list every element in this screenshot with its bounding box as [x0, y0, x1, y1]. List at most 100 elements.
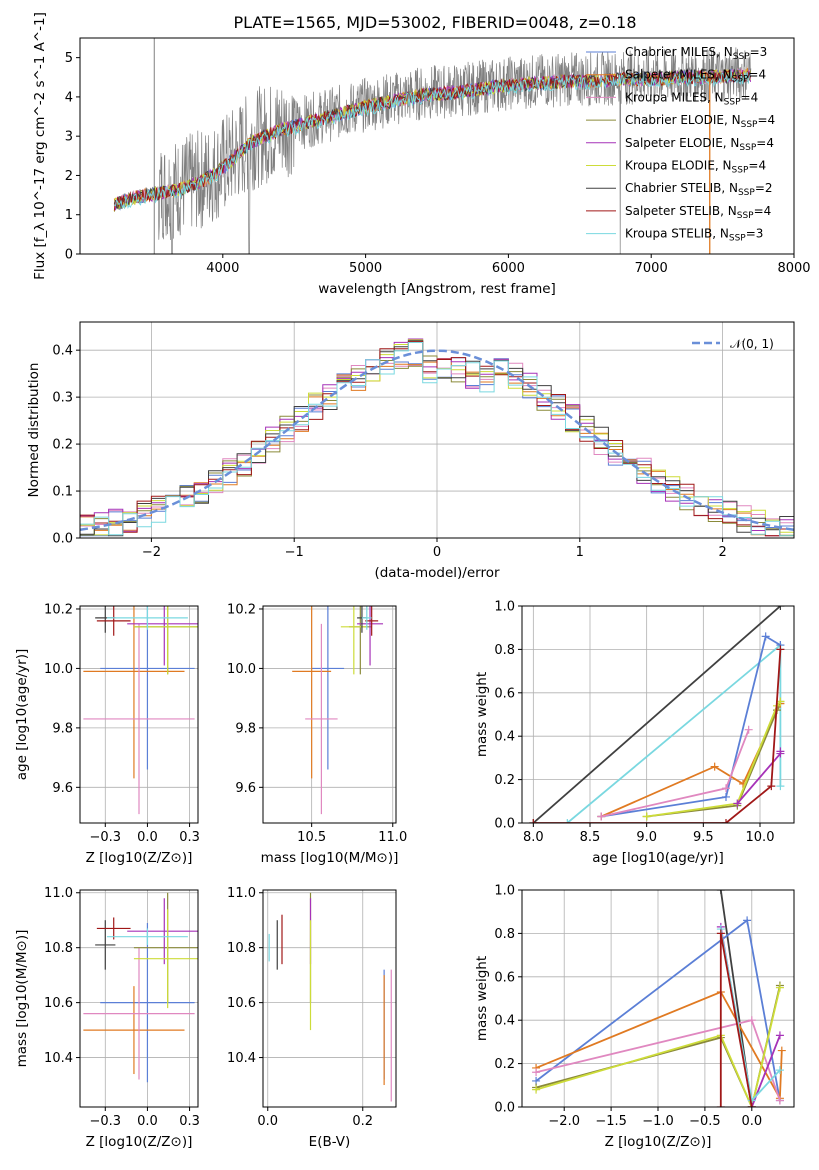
legend-entry: Chabrier STELIB, NSSP=2 — [625, 181, 773, 198]
legend-sub: SSP — [732, 75, 749, 85]
y-tick-label: 9.6 — [52, 781, 73, 796]
axes-frame — [79, 37, 795, 255]
legend-name: Chabrier MILES, N — [625, 45, 733, 59]
legend-sub: SSP — [739, 143, 756, 153]
panel-spectrum: 4000 5000 6000 7000 8000 0 1 2 3 4 5 wavelength [An… — [32, 12, 811, 297]
normal-curve — [80, 349, 794, 532]
y-tick-label: 9.8 — [235, 721, 256, 736]
figure-title: PLATE=1565, MJD=53002, FIBERID=0048, z=0… — [233, 13, 636, 32]
y-tick-label: 1.0 — [494, 600, 515, 615]
weight-marker — [722, 819, 730, 823]
x-tick-label: 10.0 — [746, 830, 775, 845]
legend-sub: SSP — [724, 97, 741, 107]
legend-entry: Kroupa STELIB, NSSP=3 — [625, 227, 763, 244]
weight-marker — [747, 1016, 756, 1025]
y-axis-label: mass [log10(M/M⊙)] — [14, 930, 30, 1068]
weight-line — [646, 700, 782, 818]
legend-sub: SSP — [729, 234, 746, 244]
x-tick-label: −0.3 — [89, 830, 121, 845]
plot-area — [268, 892, 392, 1102]
y-tick-label: 0.0 — [52, 532, 73, 547]
weight-line — [566, 643, 782, 823]
y-axis-label: Normed distribution — [26, 363, 42, 498]
x-tick-label: 9.0 — [636, 830, 657, 845]
x-tick-label: 0.0 — [741, 1114, 762, 1129]
legend-value: =4 — [757, 113, 775, 127]
x-axis-label: age [log10(age/yr)] — [592, 850, 724, 866]
legend-entry: Salpeter ELODIE, NSSP=4 — [625, 136, 774, 153]
y-tick-label: 10.6 — [227, 996, 256, 1011]
x-tick-label: 4000 — [206, 261, 239, 276]
y-tick-label: 0.1 — [52, 485, 73, 500]
y-tick-label: 10.2 — [44, 602, 73, 617]
y-tick-label: 10.2 — [227, 602, 256, 617]
weight-marker — [743, 916, 752, 925]
x-tick-label: −0.3 — [89, 1114, 121, 1129]
legend-name: Salpeter MILES, N — [625, 68, 732, 82]
weight-line — [601, 635, 781, 818]
x-tick-label: 0.0 — [137, 830, 158, 845]
x-tick-label: −1.5 — [595, 1114, 627, 1129]
plot-area — [292, 606, 384, 815]
weight-marker — [716, 929, 725, 938]
legend-sub: SSP — [737, 211, 754, 221]
x-axis-label: (data-model)/error — [374, 565, 500, 581]
panel-residuals: −2 −1 0 1 2 0.0 0.1 0.2 0.3 0.4 (data-model)/error… — [26, 321, 795, 581]
y-tick-label: 10.8 — [227, 941, 256, 956]
weight-marker — [776, 645, 785, 654]
y-tick-label: 0.2 — [494, 1057, 515, 1072]
x-axis-label: mass [log10(M/M⊙)] — [261, 850, 399, 866]
plot-area — [113, 38, 752, 254]
legend-name: Kroupa ELODIE, N — [625, 159, 732, 173]
x-tick-label: 9.5 — [693, 830, 714, 845]
axes-frame — [521, 605, 795, 824]
y-axis-label: mass weight — [474, 956, 490, 1041]
y-tick-label: 0.4 — [494, 730, 515, 745]
x-tick-label: −2.0 — [548, 1114, 580, 1129]
x-tick-label: 8.0 — [523, 830, 544, 845]
x-axis-label: wavelength [Angstrom, rest frame] — [318, 281, 556, 297]
weight-marker — [747, 1103, 756, 1107]
weight-marker — [716, 890, 725, 894]
x-tick-label: 0.3 — [179, 830, 200, 845]
legend-entry: Salpeter STELIB, NSSP=4 — [625, 204, 771, 221]
weight-line — [532, 606, 781, 823]
legend-entry: Kroupa ELODIE, NSSP=4 — [625, 159, 766, 176]
legend-value: =2 — [755, 181, 773, 195]
plot-area — [83, 892, 198, 1083]
plot-area — [83, 606, 198, 815]
weight-marker — [563, 819, 572, 823]
legend-entry: Chabrier ELODIE, NSSP=4 — [625, 113, 775, 130]
x-axis-label: Z [log10(Z/Z⊙)] — [605, 1134, 712, 1150]
panel-weight-vs-Z: −2.0 −1.5 −1.0 −0.5 0.0 0.0 0.2 0.4 0.6 0.8 1.0 Z [… — [474, 884, 795, 1150]
panel-age-vs-Z: −0.3 0.0 0.3 9.6 9.8 10.0 10.2 Z [log10(Z/Z⊙)] a… — [14, 602, 200, 866]
legend-name: Salpeter STELIB, N — [625, 204, 737, 218]
y-tick-label: 0.8 — [494, 927, 515, 942]
x-tick-label: −1.0 — [642, 1114, 674, 1129]
y-tick-label: 0.4 — [52, 344, 73, 359]
x-tick-label: 0.3 — [179, 1114, 200, 1129]
legend-value: =4 — [741, 90, 759, 104]
x-tick-label: −2 — [142, 545, 161, 560]
legend-name: Kroupa MILES, N — [625, 90, 724, 104]
axes-frame — [79, 889, 199, 1108]
weight-marker — [767, 782, 776, 791]
weight-marker — [744, 725, 753, 734]
weight-marker — [597, 812, 606, 821]
y-tick-label: 0.3 — [52, 391, 73, 406]
plot-area — [80, 338, 794, 537]
legend-sub: SSP — [733, 52, 750, 62]
y-tick-label: 3 — [65, 130, 73, 145]
x-tick-label: 10.5 — [297, 830, 326, 845]
x-tick-label: 8000 — [777, 261, 810, 276]
legend-name: Chabrier ELODIE, N — [625, 113, 741, 127]
y-tick-label: 1 — [65, 208, 73, 223]
weight-line — [533, 649, 782, 823]
legend-sub: SSP — [741, 120, 758, 130]
weight-marker — [777, 1046, 786, 1055]
legend-value: =3 — [746, 227, 764, 241]
x-tick-label: 0 — [433, 545, 441, 560]
y-tick-label: 1.0 — [494, 884, 515, 899]
plot-area — [529, 606, 785, 823]
